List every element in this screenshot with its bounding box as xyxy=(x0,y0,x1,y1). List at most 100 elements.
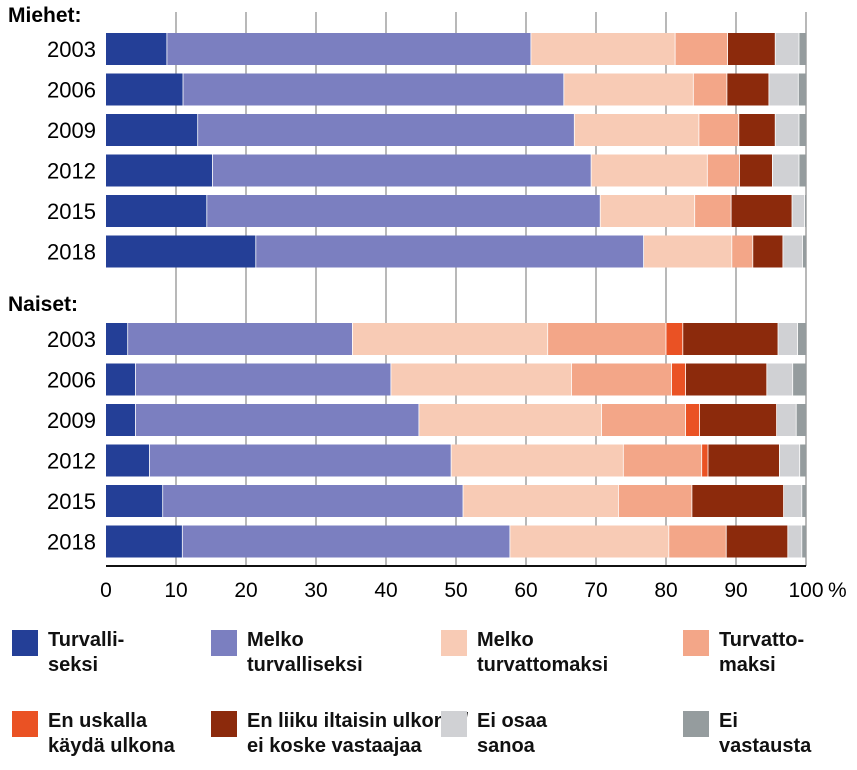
year-label: 2012 xyxy=(47,449,96,474)
x-tick-label: 20 xyxy=(234,579,257,602)
bar-segment xyxy=(768,73,799,106)
bar-segment xyxy=(666,323,683,355)
stacked-bar-chart: Miehet: 2003 2006 2009 2012 2015 2018 Naiset: 20… xyxy=(8,4,847,602)
bar-segment xyxy=(600,195,695,227)
legend-item: Melko turvattomaksi xyxy=(441,628,608,678)
bar-segment xyxy=(135,404,419,436)
year-label: 2009 xyxy=(47,118,96,143)
bar-segment xyxy=(775,33,799,65)
year-label: 2003 xyxy=(47,327,96,352)
bars xyxy=(106,33,806,558)
bar-segment xyxy=(699,404,777,436)
year-label: 2015 xyxy=(47,199,96,224)
bar-segment xyxy=(783,485,802,517)
bar-segment xyxy=(352,323,548,355)
legend-label: Melko turvalliseksi xyxy=(247,629,363,676)
bar-segment xyxy=(106,363,136,396)
bar-segment xyxy=(739,154,773,187)
x-tick-label: 60 xyxy=(514,579,537,602)
bar-segment xyxy=(738,114,776,146)
legend-label: Turvalli- seksi xyxy=(48,629,125,676)
bar-segment xyxy=(792,363,806,396)
bar-segment xyxy=(197,114,575,146)
bar-segment xyxy=(796,404,806,436)
bar-segment xyxy=(106,73,183,106)
bar-segment xyxy=(149,444,452,477)
bar-segment xyxy=(106,444,150,477)
bar-segment xyxy=(694,195,732,227)
bar-segment xyxy=(782,235,803,268)
bar-segment xyxy=(106,485,163,517)
legend-swatch xyxy=(441,711,467,737)
bar-segment xyxy=(693,73,727,106)
bar-segment xyxy=(182,525,510,558)
bar-segment xyxy=(106,33,167,65)
bar-segment xyxy=(779,444,800,477)
x-axis-ticks: 0 10 20 30 40 50 60 70 80 90 100% xyxy=(100,579,847,602)
bar-segment xyxy=(135,363,391,396)
year-label: 2012 xyxy=(47,159,96,184)
x-tick-label: 90 xyxy=(724,579,747,602)
bar-segment xyxy=(571,363,672,396)
bar-segment xyxy=(801,525,806,558)
x-tick-label: 40 xyxy=(374,579,397,602)
x-tick-label: 50 xyxy=(444,579,467,602)
bar-segment xyxy=(509,525,669,558)
legend-label: Melko turvattomaksi xyxy=(477,629,609,676)
year-label: 2018 xyxy=(47,530,96,555)
x-axis-unit: % xyxy=(828,579,847,602)
legend-label: Ei vastausta xyxy=(719,710,812,757)
bar-segment xyxy=(772,154,799,187)
year-label: 2009 xyxy=(47,408,96,433)
bar-segment xyxy=(418,404,602,436)
legend-label: Turvatto- maksi xyxy=(719,629,805,676)
legend-item: En uskalla käydä ulkona xyxy=(12,709,175,759)
year-label: 2006 xyxy=(47,368,96,393)
bar-segment xyxy=(601,404,686,436)
bar-segment xyxy=(708,444,780,477)
bar-segment xyxy=(707,154,740,187)
legend-swatch xyxy=(12,711,38,737)
year-label: 2003 xyxy=(47,37,96,62)
bar-segment xyxy=(530,33,676,65)
legend-item: Ei osaa sanoa xyxy=(441,709,547,759)
bar-segment xyxy=(675,33,728,65)
legend-swatch xyxy=(211,711,237,737)
year-label: 2018 xyxy=(47,240,96,265)
group-label: Naiset: xyxy=(8,293,78,316)
legend-swatch xyxy=(683,630,709,656)
row-labels: Miehet: 2003 2006 2009 2012 2015 2018 Naiset: 20… xyxy=(8,4,96,555)
bar-segment xyxy=(799,154,806,187)
bar-segment xyxy=(701,444,708,477)
bar-segment xyxy=(463,485,619,517)
bar-segment xyxy=(390,363,572,396)
bar-segment xyxy=(574,114,699,146)
bar-segment xyxy=(618,485,692,517)
bar-segment xyxy=(451,444,624,477)
x-tick-label: 10 xyxy=(164,579,187,602)
bar-segment xyxy=(801,485,806,517)
bar-segment xyxy=(671,363,686,396)
bar-segment xyxy=(726,73,769,106)
bar-segment xyxy=(106,525,183,558)
bar-segment xyxy=(691,485,784,517)
bar-segment xyxy=(183,73,564,106)
bar-segment xyxy=(106,323,128,355)
bar-segment xyxy=(799,33,806,65)
bar-segment xyxy=(778,323,798,355)
bar-segment xyxy=(797,323,806,355)
bar-segment xyxy=(726,525,788,558)
bar-segment xyxy=(682,323,778,355)
bar-segment xyxy=(685,363,767,396)
bar-segment xyxy=(727,33,776,65)
legend-swatch xyxy=(211,630,237,656)
x-tick-label: 80 xyxy=(654,579,677,602)
bar-segment xyxy=(731,235,753,268)
bar-segment xyxy=(776,404,797,436)
bar-segment xyxy=(668,525,727,558)
bar-segment xyxy=(643,235,732,268)
bar-segment xyxy=(775,114,799,146)
x-tick-label: 100 xyxy=(788,579,823,602)
bar-segment xyxy=(212,154,592,187)
group-label: Miehet: xyxy=(8,4,82,27)
